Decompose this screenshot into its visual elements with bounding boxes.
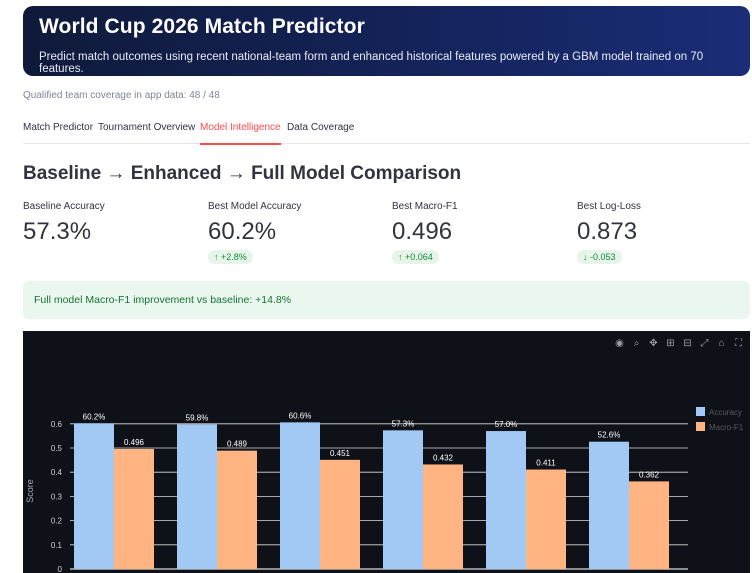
y-axis-title: Score: [25, 479, 35, 503]
bar: [589, 441, 629, 569]
fullscreen-icon[interactable]: ⛶: [735, 338, 742, 349]
model-comparison-chart: ◉ ⌕ ✥ ⊞ ⊟ ⤢ ⌂ ⛶ 0 0.1 0.2 0.3 0.4 0.5 0.6 Score…: [23, 331, 750, 573]
y-tick-label: 0.5: [51, 444, 63, 453]
data-label: 0.496: [124, 438, 145, 447]
pan-icon[interactable]: ✥: [649, 338, 658, 349]
data-label: 60.2%: [83, 412, 106, 421]
y-tick-label: 0: [58, 565, 63, 573]
data-label: 57.3%: [392, 419, 415, 428]
chart-modebar: ◉ ⌕ ✥ ⊞ ⊟ ⤢ ⌂ ⛶: [614, 338, 744, 349]
bar: [383, 430, 423, 569]
bar: [280, 422, 320, 569]
data-label: 59.8%: [186, 413, 209, 422]
metric-delta: ↑ +0.064: [392, 250, 439, 264]
data-label: 0.362: [639, 470, 660, 479]
metric-value: 57.3%: [23, 218, 92, 245]
bar: [217, 450, 257, 569]
metric-baseline-accuracy: Baseline Accuracy 57.3%: [23, 201, 105, 246]
tab-bar: Match Predictor Tournament Overview Mode…: [23, 118, 750, 145]
y-tick-label: 0.3: [51, 492, 63, 501]
metric-best-log-loss: Best Log-Loss 0.873 ↓ -0.053: [577, 201, 641, 265]
legend-label: Macro-F1: [709, 423, 744, 432]
data-label: 60.6%: [289, 411, 312, 420]
data-label: 0.489: [227, 440, 248, 449]
legend-swatch: [696, 407, 705, 416]
metric-delta: ↑ +2.8%: [208, 250, 253, 264]
metric-value: 0.873: [577, 218, 638, 245]
data-label: 52.6%: [598, 431, 621, 440]
zoom-in-icon[interactable]: ⊞: [666, 338, 675, 349]
bar: [320, 459, 360, 569]
camera-icon[interactable]: ◉: [615, 338, 624, 349]
chart-plot: 0 0.1 0.2 0.3 0.4 0.5 0.6 Score 60.2% 59.8% 60.6% 5…: [25, 407, 744, 573]
data-label: 0.451: [330, 449, 351, 458]
app-subtitle: Predict match outcomes using recent nati…: [39, 51, 704, 75]
metric-label: Best Log-Loss: [577, 201, 641, 212]
y-tick-label: 0.1: [51, 541, 63, 550]
bar: [526, 469, 566, 569]
tab-data-coverage[interactable]: Data Coverage: [287, 122, 355, 133]
autoscale-icon[interactable]: ⤢: [700, 338, 709, 349]
app-title: World Cup 2026 Match Predictor: [39, 15, 365, 38]
legend-swatch: [696, 422, 705, 431]
bar: [114, 448, 154, 569]
tab-model-intelligence[interactable]: Model Intelligence: [200, 122, 281, 145]
metric-label: Best Macro-F1: [392, 201, 458, 212]
metric-value: 0.496: [392, 218, 453, 245]
improvement-alert: Full model Macro-F1 improvement vs basel…: [23, 281, 750, 319]
metric-delta: ↓ -0.053: [577, 250, 622, 264]
bar: [423, 464, 463, 569]
section-title: Baseline → Enhanced → Full Model Compari…: [23, 163, 462, 184]
coverage-caption: Qualified team coverage in app data: 48 …: [23, 90, 220, 101]
metric-best-model-accuracy: Best Model Accuracy 60.2% ↑ +2.8%: [208, 201, 301, 265]
data-label: 57.0%: [495, 420, 518, 429]
app-header: World Cup 2026 Match Predictor Predict m…: [23, 6, 750, 76]
zoom-icon[interactable]: ⌕: [633, 338, 640, 349]
y-tick-label: 0.2: [51, 517, 63, 526]
y-tick-label: 0.6: [51, 420, 63, 429]
tab-tournament-overview[interactable]: Tournament Overview: [98, 122, 196, 133]
legend-label: Accuracy: [709, 408, 742, 417]
tab-match-predictor[interactable]: Match Predictor: [23, 122, 94, 133]
data-label: 0.411: [536, 459, 556, 468]
metric-label: Baseline Accuracy: [23, 201, 105, 212]
metric-value: 60.2%: [208, 218, 277, 245]
zoom-out-icon[interactable]: ⊟: [683, 338, 692, 349]
metric-label: Best Model Accuracy: [208, 201, 302, 212]
bar: [74, 423, 114, 569]
bar: [486, 431, 526, 569]
metric-best-macro-f1: Best Macro-F1 0.496 ↑ +0.064: [392, 201, 458, 265]
bar: [177, 424, 217, 569]
y-tick-label: 0.4: [51, 468, 63, 477]
bar: [629, 481, 669, 569]
data-label: 0.432: [433, 453, 454, 462]
home-icon[interactable]: ⌂: [718, 338, 725, 349]
